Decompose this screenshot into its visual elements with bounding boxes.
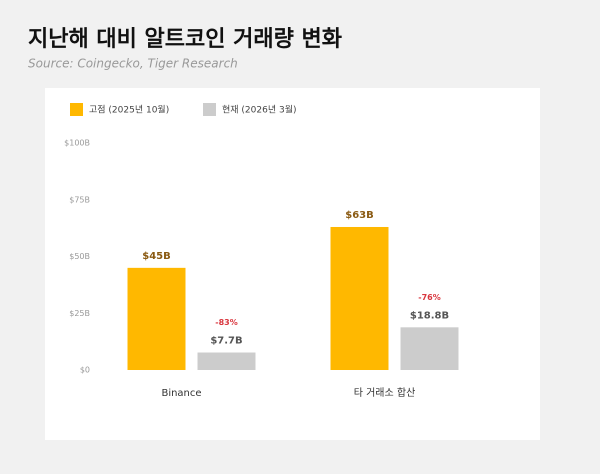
change-annotation: -83% [215, 318, 237, 327]
y-tick-label: $50B [69, 252, 90, 261]
bar [127, 267, 186, 370]
x-tick-label: Binance [161, 388, 201, 399]
x-tick-label: 타 거래소 합산 [354, 387, 416, 399]
value-label: $45B [142, 251, 171, 262]
chart-subtitle: Source: Coingecko, Tiger Research [28, 57, 238, 71]
chart-title: 지난해 대비 알트코인 거래량 변화 [28, 27, 342, 52]
value-label: $18.8B [410, 310, 449, 321]
y-tick-label: $75B [69, 195, 90, 204]
bar [400, 327, 459, 370]
legend-swatch [203, 103, 216, 116]
y-tick-label: $25B [69, 309, 90, 318]
legend-label: 현재 (2026년 3월) [222, 104, 297, 116]
value-label: $7.7B [210, 336, 242, 347]
card [45, 88, 540, 440]
legend-label: 고점 (2025년 10월) [89, 104, 169, 116]
legend-swatch [70, 103, 83, 116]
value-label: $63B [345, 210, 374, 221]
bar [197, 352, 256, 370]
change-annotation: -76% [418, 293, 440, 302]
y-tick-label: $100B [64, 139, 90, 148]
bar [330, 226, 389, 370]
y-tick-label: $0 [80, 366, 90, 375]
